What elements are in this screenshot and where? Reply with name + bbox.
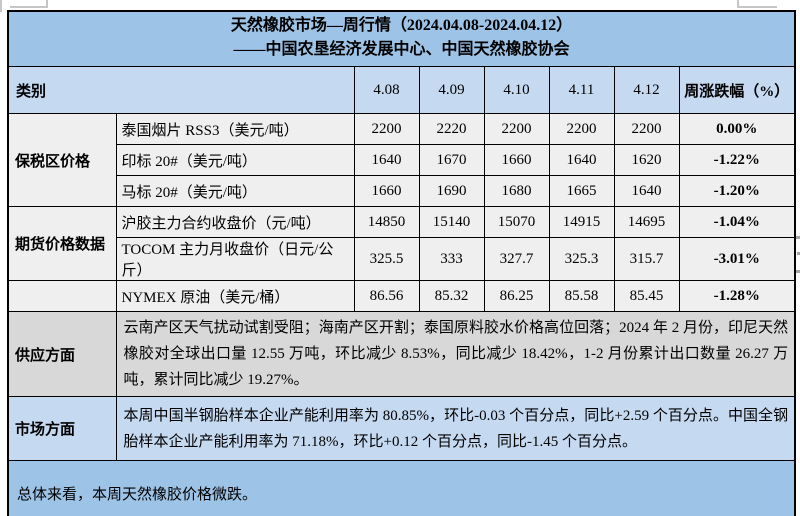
cell-weekly-change: -3.01% — [678, 237, 796, 281]
cell-value: 1670 — [418, 144, 485, 176]
cell-value: 14850 — [353, 206, 420, 238]
cell-value: 86.56 — [353, 280, 420, 312]
cell-value: 325.5 — [353, 237, 420, 281]
column-header-date: 4.12 — [613, 66, 680, 114]
table-header-row: 类别 4.08 4.09 4.10 4.11 4.12 周涨跌幅（%） — [7, 66, 796, 114]
cell-value: 2200 — [613, 113, 680, 145]
table-row: 期货价格数据 沪胶主力合约收盘价（元/吨） 14850 15140 15070 … — [7, 206, 796, 281]
cell-value: 327.7 — [483, 237, 550, 281]
cell-value: 2200 — [548, 113, 615, 145]
column-header-date: 4.08 — [353, 66, 420, 114]
margin-tick-icon — [794, 236, 800, 239]
cell-weekly-change: -1.22% — [678, 144, 796, 176]
cell-value: 1680 — [483, 175, 550, 207]
market-section-label: 市场方面 — [7, 396, 117, 461]
row-item-label: 印标 20#（美元/吨） — [115, 144, 355, 176]
cell-value: 333 — [418, 237, 485, 281]
cell-value: 2200 — [483, 113, 550, 145]
cell-value: 1690 — [418, 175, 485, 207]
group-label-futures: 期货价格数据 — [7, 206, 117, 281]
table-title-cell: 天然橡胶市场—周行情（2024.04.08-2024.04.12） ——中国农垦… — [7, 10, 796, 67]
table-row: 保税区价格 泰国烟片 RSS3（美元/吨） 2200 2220 2200 220… — [7, 113, 796, 207]
cell-value: 15140 — [418, 206, 485, 238]
group-label-empty — [7, 280, 117, 312]
cell-value: 1620 — [613, 144, 680, 176]
group-label-bonded-zone: 保税区价格 — [7, 113, 117, 207]
cell-value: 1640 — [613, 175, 680, 207]
table-row: NYMEX 原油（美元/桶） 86.56 85.32 86.25 85.58 8… — [7, 280, 796, 312]
cell-value: 1660 — [483, 144, 550, 176]
cell-weekly-change: -1.20% — [678, 175, 796, 207]
cell-value: 85.45 — [613, 280, 680, 312]
supply-section-text: 云南产区天气扰动试割受阻；海南产区开割；泰国原料胶水价格高位回落；2024 年 … — [115, 311, 796, 397]
market-section-text: 本周中国半钢胎样本企业产能利用率为 80.85%，环比-0.03 个百分点，同比… — [115, 396, 796, 461]
row-item-label: 马标 20#（美元/吨） — [115, 175, 355, 207]
cell-value: 2220 — [418, 113, 485, 145]
cell-value: 85.32 — [418, 280, 485, 312]
supply-section-row: 供应方面 云南产区天气扰动试割受阻；海南产区开割；泰国原料胶水价格高位回落；20… — [7, 311, 796, 397]
column-header-category: 类别 — [7, 66, 355, 114]
row-item-label: 沪胶主力合约收盘价（元/吨） — [115, 206, 355, 238]
ruler-mark-left-icon — [10, 0, 48, 8]
cell-weekly-change: 0.00% — [678, 113, 796, 145]
row-item-label: 泰国烟片 RSS3（美元/吨） — [115, 113, 355, 145]
summary-text: 总体来看，本周天然橡胶价格微跌。 — [7, 460, 796, 516]
supply-section-label: 供应方面 — [7, 311, 117, 397]
table-title-line2: ——中国农垦经济发展中心、中国天然橡胶协会 — [233, 41, 570, 58]
row-item-label: TOCOM 主力月收盘价（日元/公斤） — [115, 237, 355, 281]
cell-value: 86.25 — [483, 280, 550, 312]
cell-value: 15070 — [483, 206, 550, 238]
cell-weekly-change: -1.28% — [678, 280, 796, 312]
table-title-line1: 天然橡胶市场—周行情（2024.04.08-2024.04.12） — [230, 17, 573, 34]
cell-value: 1640 — [548, 144, 615, 176]
market-section-row: 市场方面 本周中国半钢胎样本企业产能利用率为 80.85%，环比-0.03 个百… — [7, 396, 796, 461]
table-row: 马标 20#（美元/吨） 1660 1690 1680 1665 1640 -1… — [8, 175, 796, 207]
ruler-mark-right-icon — [737, 0, 777, 8]
cell-value: 2200 — [353, 113, 420, 145]
table-row: TOCOM 主力月收盘价（日元/公斤） 325.5 333 327.7 325.… — [8, 237, 796, 281]
rubber-market-table: 天然橡胶市场—周行情（2024.04.08-2024.04.12） ——中国农垦… — [7, 10, 797, 516]
cell-value: 14695 — [613, 206, 680, 238]
cell-value: 325.3 — [548, 237, 615, 281]
cell-value: 85.58 — [548, 280, 615, 312]
cell-value: 1660 — [353, 175, 420, 207]
table-row: 印标 20#（美元/吨） 1640 1670 1660 1640 1620 -1… — [8, 144, 796, 176]
column-header-date: 4.11 — [548, 66, 615, 114]
margin-tick-icon — [797, 252, 800, 255]
table-title-row: 天然橡胶市场—周行情（2024.04.08-2024.04.12） ——中国农垦… — [7, 10, 796, 67]
column-header-date: 4.09 — [418, 66, 485, 114]
column-header-date: 4.10 — [483, 66, 550, 114]
margin-tick-icon — [794, 270, 800, 273]
cell-value: 315.7 — [613, 237, 680, 281]
cell-value: 14915 — [548, 206, 615, 238]
cell-value: 1665 — [548, 175, 615, 207]
summary-row: 总体来看，本周天然橡胶价格微跌。 — [7, 460, 796, 516]
cell-weekly-change: -1.04% — [678, 206, 796, 238]
ruler-corner-tick-icon — [0, 0, 2, 12]
column-header-weekly-change: 周涨跌幅（%） — [678, 66, 796, 114]
cell-value: 1640 — [353, 144, 420, 176]
row-item-label: NYMEX 原油（美元/桶） — [115, 280, 355, 312]
